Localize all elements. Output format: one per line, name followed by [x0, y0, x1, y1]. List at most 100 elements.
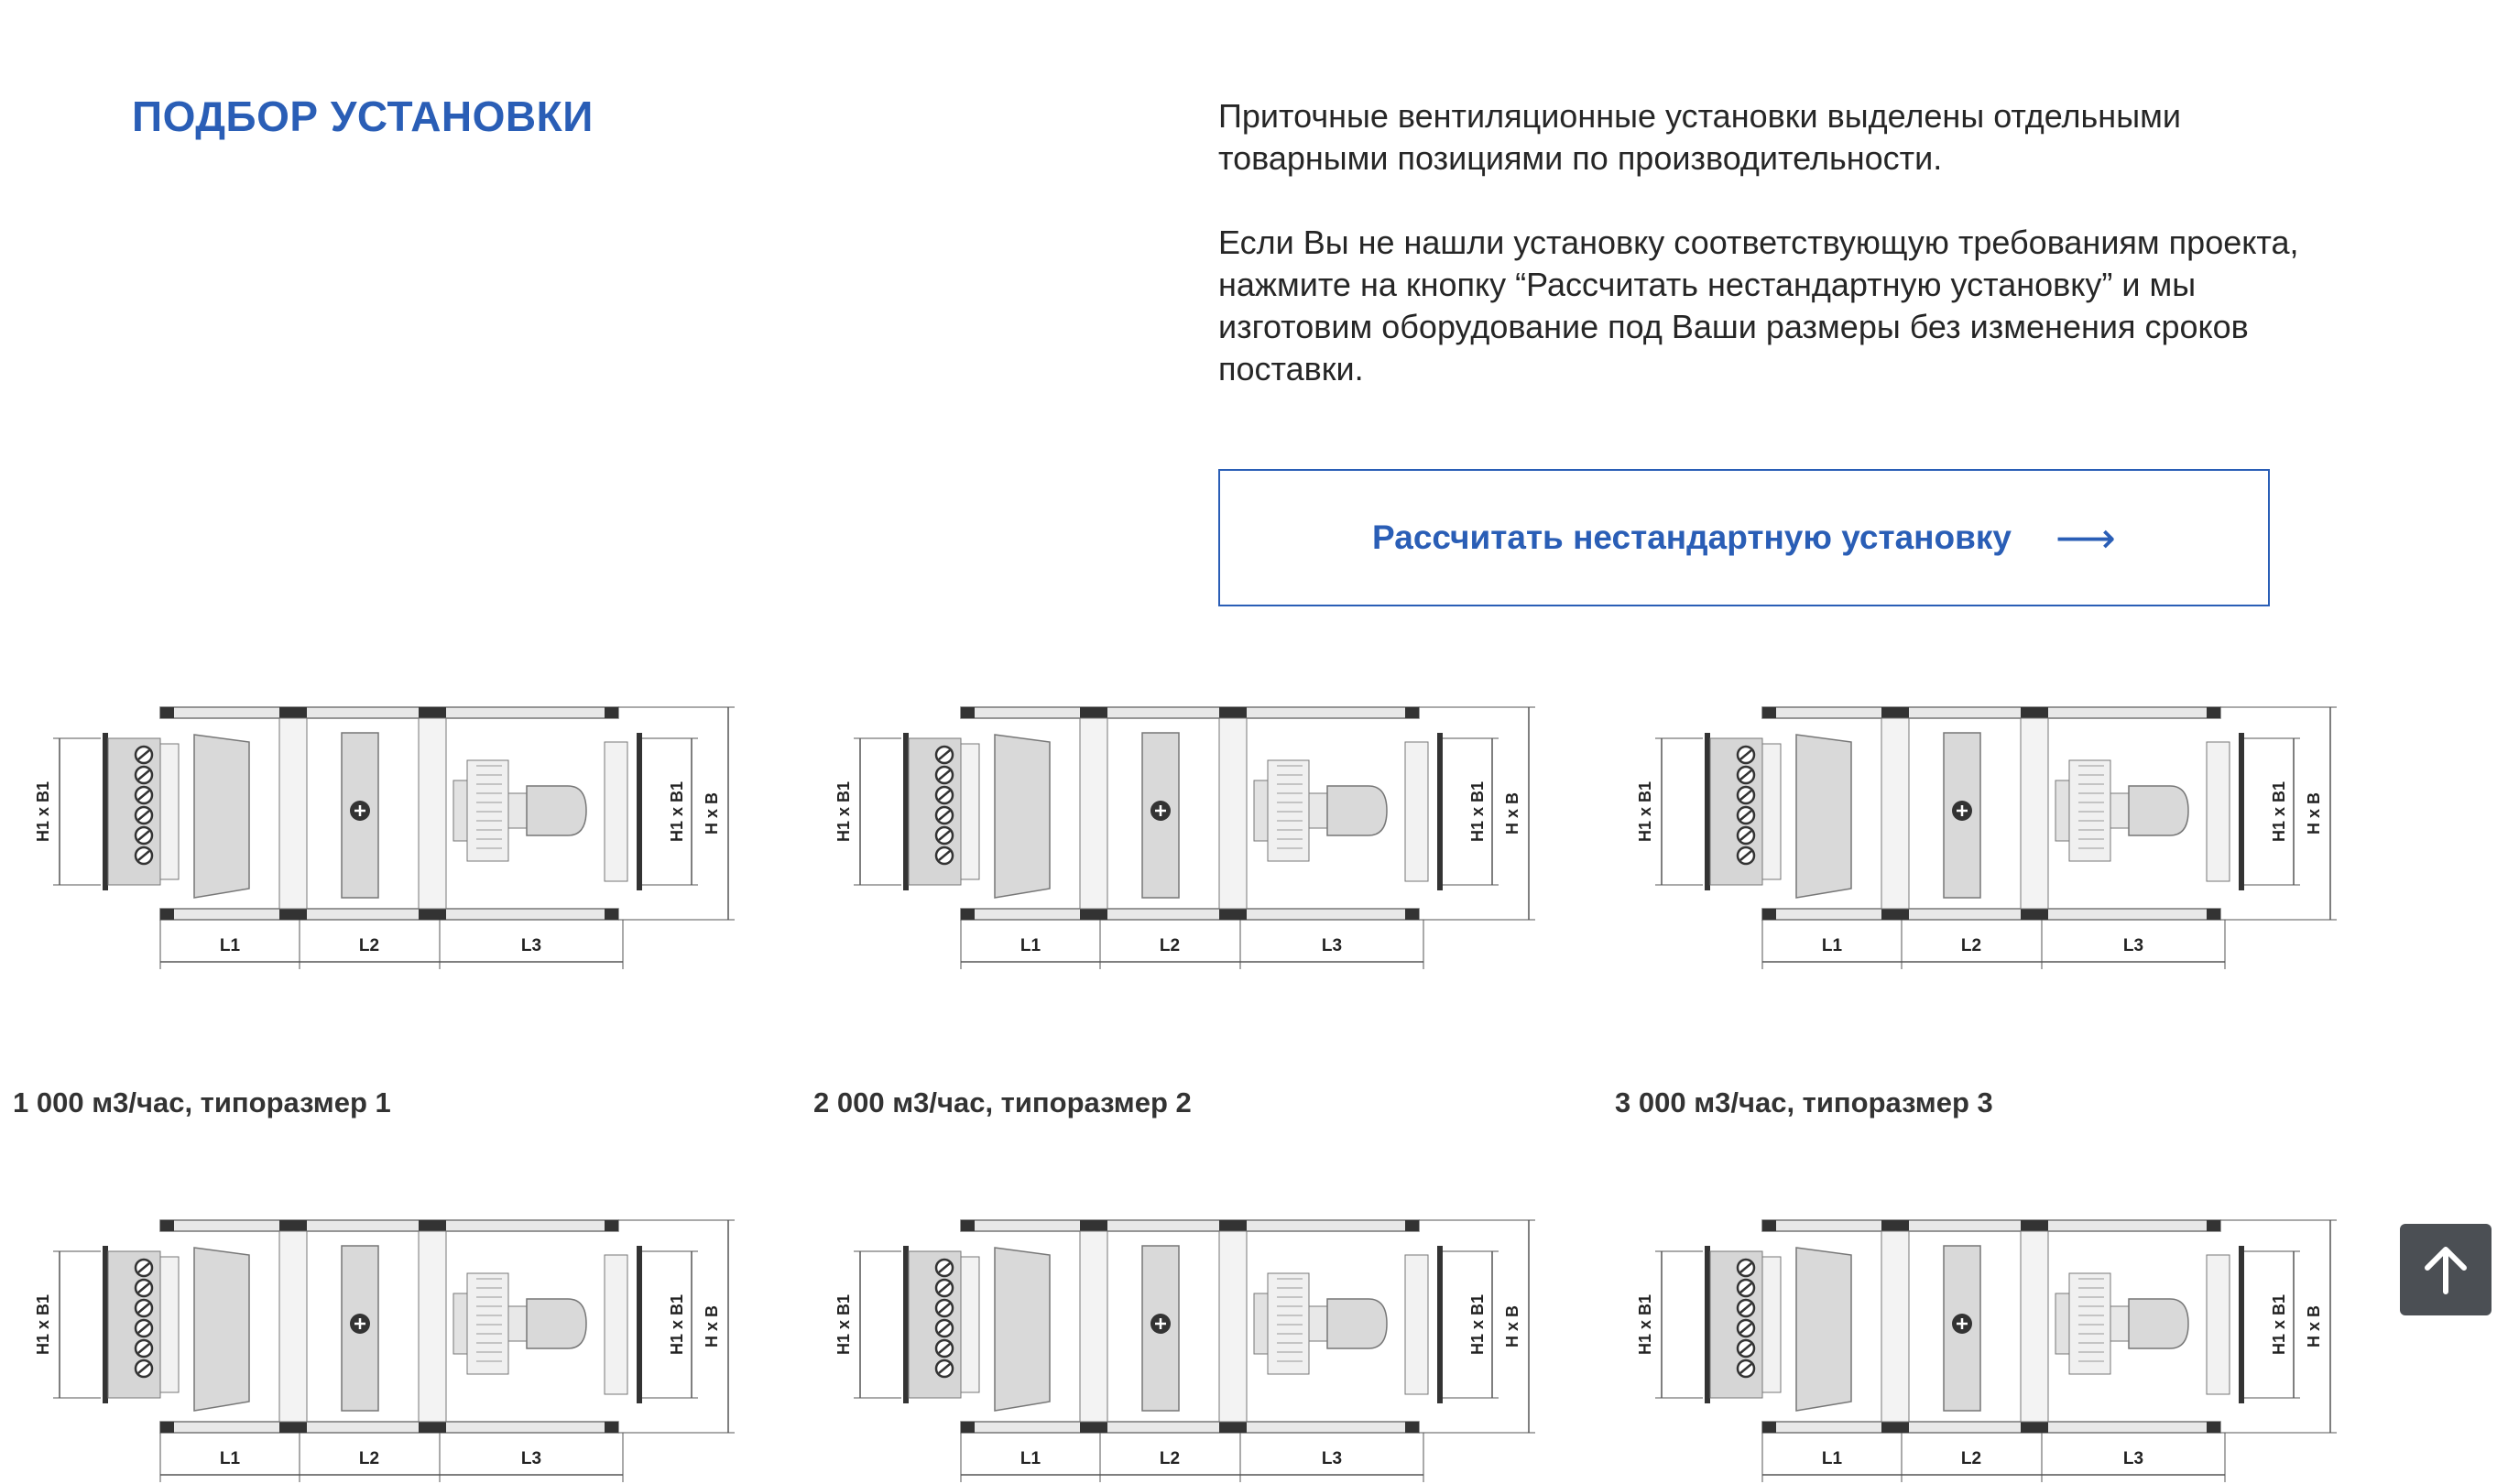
heater-plus: [1155, 1318, 1166, 1329]
unit-diagram: H1 x B1 H1 x B1 H x B L1 L2 L3: [37, 1219, 735, 1482]
outlet-panel: [2206, 1254, 2230, 1395]
inlet-damper: [1709, 737, 1763, 886]
dim-label-hb: H x B: [703, 1305, 721, 1348]
fan-shaft: [1308, 1305, 1328, 1342]
filter-section: [193, 734, 250, 899]
product-card-3[interactable]: H1 x B1 H1 x B1 H x B L1 L2 L3: [1639, 696, 2353, 971]
frame-corner: [605, 909, 618, 920]
louvre-line: [938, 769, 951, 780]
inlet-flange: [1705, 1246, 1710, 1403]
fan-motor: [2128, 785, 2189, 836]
fan-inlet: [453, 1293, 468, 1355]
filter-section: [193, 1247, 250, 1412]
dim-label-h1b1: H1 x B1: [2270, 1294, 2288, 1355]
frame-corner: [419, 707, 446, 718]
frame-corner: [419, 1220, 446, 1231]
fan-shaft: [2110, 1305, 2130, 1342]
frame-corner: [279, 909, 307, 920]
frame-corner: [279, 707, 307, 718]
frame-corner: [1219, 707, 1247, 718]
inlet-flange: [1705, 733, 1710, 890]
outlet-flange: [637, 733, 642, 890]
dim-label-h1b1: H1 x B1: [837, 781, 853, 842]
frame-corner: [1080, 909, 1107, 920]
product-card-6[interactable]: H1 x B1 H1 x B1 H x B L1 L2 L3: [1639, 1209, 2353, 1484]
fan-motor: [526, 785, 587, 836]
frame-corner: [2207, 909, 2220, 920]
product-caption-1[interactable]: 1 000 м3/час, типоразмер 1: [13, 1086, 391, 1118]
louvre-line: [1739, 749, 1752, 760]
louvre-line: [137, 810, 150, 821]
calculate-custom-unit-button[interactable]: Рассчитать нестандартную установку ⟶: [1218, 469, 2270, 606]
dim-label-hb: H x B: [2305, 792, 2323, 835]
frame-corner: [2207, 1422, 2220, 1433]
frame-corner: [605, 1220, 618, 1231]
unit-diagram: H1 x B1 H1 x B1 H x B L1 L2 L3: [837, 706, 1535, 969]
calculate-button-label: Рассчитать нестандартную установку: [1372, 518, 2012, 556]
fan-wheel: [466, 759, 509, 862]
outlet-panel: [604, 741, 628, 882]
housing-top-rail: [159, 1219, 619, 1232]
section-title: ПОДБОР УСТАНОВКИ: [132, 93, 594, 140]
dim-label-h1b1: H1 x B1: [1468, 781, 1487, 842]
frame-corner: [1405, 1220, 1419, 1231]
product-card-1[interactable]: H1 x B1 H1 x B1 H x B L1 L2 L3: [37, 696, 751, 971]
heater-plus: [1957, 805, 1968, 816]
fan-motor: [1326, 1298, 1388, 1349]
product-card-5[interactable]: H1 x B1 H1 x B1 H x B L1 L2 L3: [837, 1209, 1552, 1484]
dim-label-l1: L1: [1020, 1449, 1041, 1468]
louvre-line: [137, 850, 150, 861]
louvre-line: [938, 749, 951, 760]
frame-corner: [160, 1422, 174, 1433]
frame-corner: [279, 1422, 307, 1433]
heater-plus: [354, 1318, 365, 1329]
back-to-top-button[interactable]: [2400, 1224, 2492, 1315]
frame-corner: [160, 707, 174, 718]
louvre-line: [938, 1343, 951, 1354]
separator-1: [278, 717, 308, 910]
inlet-damper: [107, 1250, 161, 1399]
fan-inlet: [453, 780, 468, 842]
product-caption-3[interactable]: 3 000 м3/час, типоразмер 3: [1615, 1086, 1993, 1118]
dim-label-l3: L3: [521, 936, 541, 955]
product-card-4[interactable]: H1 x B1 H1 x B1 H x B L1 L2 L3: [37, 1209, 751, 1484]
dim-label-l1: L1: [1822, 936, 1843, 955]
frame-corner: [1762, 909, 1776, 920]
dim-label-hb: H x B: [703, 792, 721, 835]
unit-diagram: H1 x B1 H1 x B1 H x B L1 L2 L3: [1639, 1219, 2337, 1482]
frame-corner: [1080, 707, 1107, 718]
louvre-line: [137, 749, 150, 760]
unit-diagram: H1 x B1 H1 x B1 H x B L1 L2 L3: [1639, 706, 2337, 969]
frame-corner: [2021, 1220, 2048, 1231]
product-caption-2[interactable]: 2 000 м3/час, типоразмер 2: [813, 1086, 1192, 1118]
frame-corner: [961, 707, 975, 718]
inlet-panel: [159, 743, 180, 880]
housing-bottom-rail: [1761, 1421, 2221, 1434]
louvre-line: [1739, 1282, 1752, 1293]
frame-corner: [2207, 1220, 2220, 1231]
separator-2: [418, 1230, 447, 1423]
frame-corner: [2021, 909, 2048, 920]
frame-corner: [1881, 707, 1909, 718]
dim-label-l1: L1: [1822, 1449, 1843, 1468]
frame-corner: [419, 909, 446, 920]
frame-corner: [419, 1422, 446, 1433]
dim-label-l1: L1: [220, 1449, 241, 1468]
dim-label-h1b1: H1 x B1: [37, 781, 52, 842]
dim-label-l2: L2: [1961, 1449, 1981, 1468]
dim-label-hb: H x B: [2305, 1305, 2323, 1348]
heater-plus: [354, 805, 365, 816]
inlet-flange: [103, 733, 108, 890]
inlet-panel: [159, 1256, 180, 1393]
housing-top-rail: [159, 706, 619, 719]
louvre-line: [1739, 769, 1752, 780]
housing-top-rail: [960, 1219, 1420, 1232]
product-card-2[interactable]: H1 x B1 H1 x B1 H x B L1 L2 L3: [837, 696, 1552, 971]
dim-label-l2: L2: [359, 1449, 379, 1468]
housing-top-rail: [1761, 1219, 2221, 1232]
dim-label-h1b1: H1 x B1: [1639, 1294, 1654, 1355]
louvre-line: [1739, 830, 1752, 841]
unit-diagram: H1 x B1 H1 x B1 H x B L1 L2 L3: [837, 1219, 1535, 1482]
outlet-flange: [1437, 1246, 1443, 1403]
frame-corner: [160, 1220, 174, 1231]
